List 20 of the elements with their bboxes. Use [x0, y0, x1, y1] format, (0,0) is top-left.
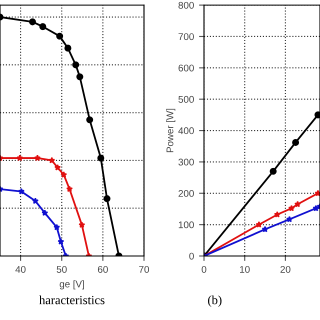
y-tick-label: 800: [178, 2, 194, 9]
x-tick-label: 50: [56, 266, 67, 273]
x-tick-label: 10: [240, 266, 250, 273]
y-tick-label: 100: [178, 221, 194, 228]
y-tick-label: 500: [178, 96, 194, 103]
x-tick-label: 40: [15, 266, 26, 273]
y-tick-label: 600: [178, 64, 194, 72]
x-tick-label: 70: [139, 266, 150, 273]
y-tick-label: 0: [189, 252, 194, 260]
y-axis-title: Power [W]: [166, 108, 176, 152]
y-tick-label: 400: [178, 127, 194, 134]
y-tick-label: 200: [178, 190, 194, 197]
x-tick-label: 20: [280, 266, 290, 273]
x-axis-title: ge [V]: [60, 280, 84, 290]
text: (b): [208, 295, 222, 307]
x-tick-label: 0: [202, 266, 206, 273]
x-tick-label: 60: [98, 266, 108, 273]
y-tick-label: 300: [178, 158, 194, 166]
text: haracteristics: [39, 295, 105, 304]
y-tick-label: 700: [178, 33, 194, 40]
